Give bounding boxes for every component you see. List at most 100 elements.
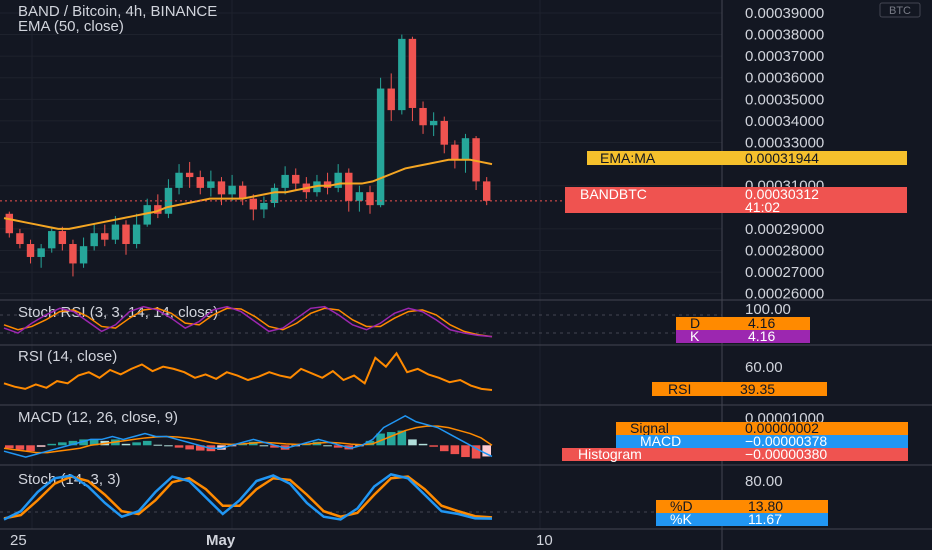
stoch-k-label: %K <box>670 511 692 527</box>
stoch-k-value: 11.67 <box>748 511 782 527</box>
stoch-rsi-d-line <box>3 307 493 338</box>
candle-body <box>90 233 98 247</box>
rsi-axis-label: 60.00 <box>745 359 783 376</box>
stoch-rsi-axis-label: 100.00 <box>745 301 791 318</box>
candle-body <box>323 181 332 188</box>
candle-body <box>207 181 215 188</box>
time-label-10: 10 <box>536 532 553 549</box>
macd-histogram-bar <box>482 445 491 457</box>
macd-histogram-bar <box>47 443 57 446</box>
macd-value-label: MACD <box>640 433 681 449</box>
price-tag-countdown: 41:02 <box>745 199 780 215</box>
rsi-tag-label: RSI <box>668 381 691 397</box>
macd-histogram-bar <box>164 445 173 447</box>
price-tick-label: 0.00034000 <box>745 113 824 130</box>
candle-body <box>154 205 162 214</box>
candle-body <box>472 138 480 182</box>
price-tick-label: 0.00037000 <box>745 48 824 65</box>
ema-indicator-title: EMA (50, close) <box>18 18 124 35</box>
currency-badge <box>879 2 921 18</box>
candle-body <box>440 120 448 145</box>
macd-value-tag: MACD −0.00000378 <box>616 433 908 449</box>
price-tick-label: 0.00033000 <box>745 135 824 152</box>
candle-body <box>58 231 67 245</box>
rsi-line <box>3 351 493 391</box>
candle-body <box>334 172 342 188</box>
candle-body <box>5 213 14 234</box>
candle-body <box>185 172 194 178</box>
macd-histogram-bar <box>429 445 438 447</box>
macd-histogram-bar <box>376 433 385 446</box>
stoch-rsi-d-tag: D 4.16 <box>676 315 810 331</box>
candle-body <box>451 144 459 160</box>
macd-histogram-bar <box>142 440 152 446</box>
ema-tag-value: 0.00031944 <box>745 150 819 166</box>
candle-body <box>164 187 173 214</box>
rsi-tag: RSI 39.35 <box>652 381 827 397</box>
price-tag-label: BANDBTC <box>580 186 647 202</box>
candle-body <box>217 181 226 195</box>
candle-body <box>281 174 289 188</box>
price-tick-label: 0.00039000 <box>745 5 824 22</box>
price-tick-label: 0.00036000 <box>745 70 824 87</box>
stoch-d-label: %D <box>670 498 693 514</box>
candle-body <box>270 187 279 203</box>
macd-histogram-bar <box>439 445 449 452</box>
macd-histogram-label: Histogram <box>578 446 642 462</box>
macd-histogram-bar <box>185 445 194 450</box>
candle-body <box>175 172 183 188</box>
last-price-tag: BANDBTC 0.00030312 41:02 <box>565 186 907 215</box>
rsi-title: RSI (14, close) <box>18 348 117 365</box>
candle-body <box>101 233 109 240</box>
macd-histogram-bar <box>153 444 163 446</box>
candle-body <box>408 38 417 108</box>
rsi-tag-value: 39.35 <box>740 381 775 397</box>
candle-body <box>387 88 395 111</box>
macd-signal-value: 0.00000002 <box>745 420 819 436</box>
price-tag-value: 0.00030312 <box>745 186 819 202</box>
stoch-rsi-d-value: 4.16 <box>748 315 775 331</box>
candle-body <box>482 181 491 201</box>
candle-body <box>292 174 300 184</box>
stoch-d-line <box>3 475 493 520</box>
macd-histogram-bar <box>471 445 481 459</box>
candle-body <box>376 88 385 206</box>
macd-histogram-bar <box>450 445 460 455</box>
candle-body <box>355 192 364 201</box>
candle-body <box>132 224 141 245</box>
candle-body <box>79 246 88 264</box>
currency-label: BTC <box>889 5 911 17</box>
stoch-title: Stoch (14, 3, 3) <box>18 471 121 488</box>
macd-signal-line <box>3 425 493 454</box>
macd-signal-label: Signal <box>630 420 669 436</box>
stoch-k-line <box>3 473 493 521</box>
price-axis[interactable]: 0.00039000 0.00038000 0.00037000 0.00036000… <box>745 5 824 303</box>
candle-body <box>111 224 120 240</box>
macd-histogram-bar <box>5 445 14 449</box>
candle-body <box>48 231 56 249</box>
candle-body <box>228 185 236 195</box>
candle-body <box>26 244 35 257</box>
macd-histogram-value: −0.00000380 <box>745 446 827 462</box>
stoch-d-value: 13.80 <box>748 498 783 514</box>
macd-histogram-bar <box>333 445 343 448</box>
stoch-rsi-k-line <box>3 305 493 338</box>
candle-body <box>419 107 427 126</box>
macd-histogram-bar <box>323 445 332 447</box>
macd-histogram-tag: Histogram −0.00000380 <box>562 446 908 462</box>
stoch-k-tag: %K 11.67 <box>656 511 828 527</box>
macd-histogram-bar <box>79 439 88 446</box>
price-tick-label: 0.00035000 <box>745 91 824 108</box>
grid <box>0 0 722 529</box>
stoch-rsi-d-label: D <box>690 315 700 331</box>
candle-body <box>16 233 24 245</box>
ema-line <box>3 158 493 230</box>
candle-body <box>461 138 470 160</box>
candle-body <box>69 244 77 264</box>
macd-histogram-bar <box>121 443 131 446</box>
candle-body <box>429 120 438 126</box>
stoch-axis-label: 80.00 <box>745 473 783 490</box>
ema-price-tag: EMA:MA 0.00031944 <box>587 150 907 166</box>
macd-histogram-bar <box>418 443 428 446</box>
